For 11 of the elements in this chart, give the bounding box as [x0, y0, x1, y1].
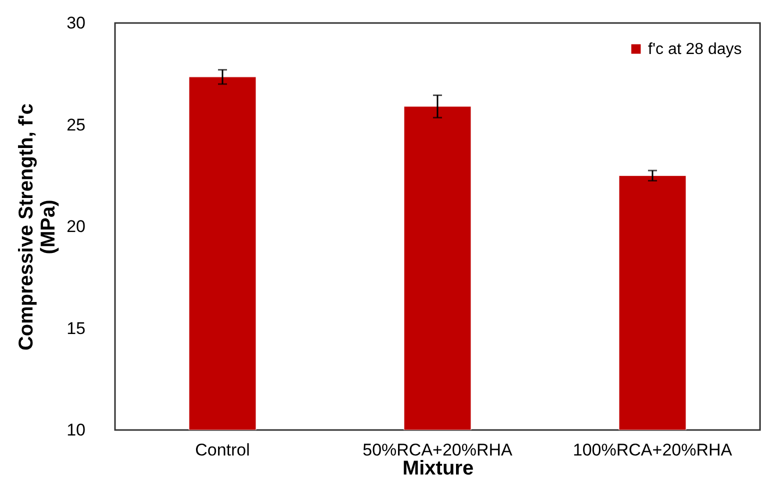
- y-tick-label: 30: [66, 14, 86, 32]
- x-tick-label: 100%RCA+20%RHA: [572, 440, 733, 460]
- x-tick-label: 50%RCA+20%RHA: [362, 440, 514, 460]
- legend-label: f'c at 28 days: [648, 41, 742, 58]
- y-tick-label: 20: [66, 217, 86, 236]
- y-axis-title: Compressive Strength, f'c (MPa): [16, 103, 60, 351]
- x-axis-title: Mixture: [402, 458, 474, 480]
- y-tick-label: 15: [66, 318, 86, 338]
- x-tick-label: Control: [195, 440, 250, 460]
- y-tick-label: 10: [66, 420, 86, 440]
- y-tick-label: 25: [66, 115, 86, 134]
